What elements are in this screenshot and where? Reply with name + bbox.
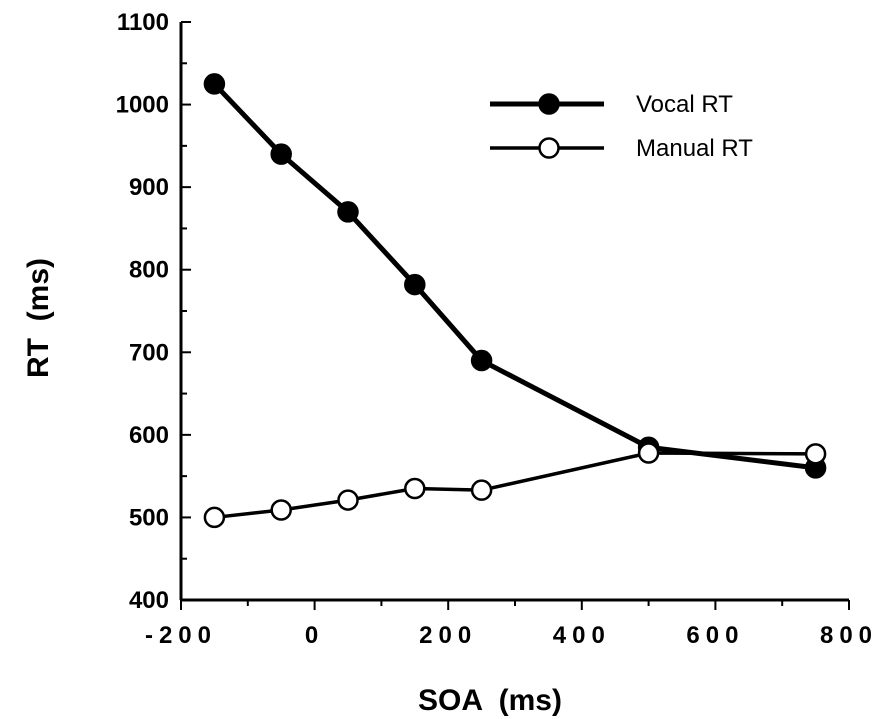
y-tick-label: 400: [129, 587, 169, 614]
x-axis-title: SOA (ms): [418, 684, 562, 717]
filled-circle-point: [404, 273, 426, 296]
open-circle-point: [470, 479, 493, 501]
series-line: [214, 451, 816, 520]
y-ticks: 400 500 600 700 800 900 1000 1100: [116, 9, 191, 614]
legend-label: Vocal RT: [636, 91, 733, 118]
y-tick-label: 500: [129, 504, 169, 531]
legend-open-circle-icon: [538, 137, 560, 159]
open-circle-point: [337, 489, 359, 511]
x-tick-label: 200: [419, 622, 477, 649]
y-tick-label: 700: [129, 339, 169, 366]
y-tick-label: 1000: [116, 92, 169, 119]
y-axis-title: RT (ms): [22, 258, 55, 378]
filled-circle-point: [203, 73, 226, 95]
series-layer: [203, 73, 827, 529]
markers-manual-rt: [203, 442, 827, 529]
filled-circle-point: [270, 143, 292, 165]
open-circle-point: [804, 443, 827, 465]
open-circle-point: [270, 499, 292, 521]
x-tick-label: 600: [686, 622, 744, 649]
filled-circle-point: [337, 201, 359, 223]
legend-filled-circle-icon: [538, 93, 560, 115]
open-circle-point: [637, 442, 660, 464]
x-tick-label: 0: [305, 622, 324, 649]
x-tick-label: 400: [553, 622, 611, 649]
legend: Vocal RT Manual RT: [490, 91, 753, 162]
series-manual-rt: [214, 451, 816, 520]
x-ticks: -200 0 200 400 600 800: [145, 600, 878, 649]
y-tick-label: 600: [129, 422, 169, 449]
filled-circle-point: [470, 349, 493, 372]
open-circle-point: [404, 477, 426, 500]
x-tick-label: -200: [145, 622, 217, 649]
legend-label: Manual RT: [636, 135, 753, 162]
x-tick-label: 800: [820, 622, 878, 649]
y-tick-label: 1100: [117, 9, 169, 36]
open-circle-point: [203, 506, 226, 529]
y-tick-label: 900: [129, 174, 169, 201]
y-tick-label: 800: [129, 257, 169, 284]
